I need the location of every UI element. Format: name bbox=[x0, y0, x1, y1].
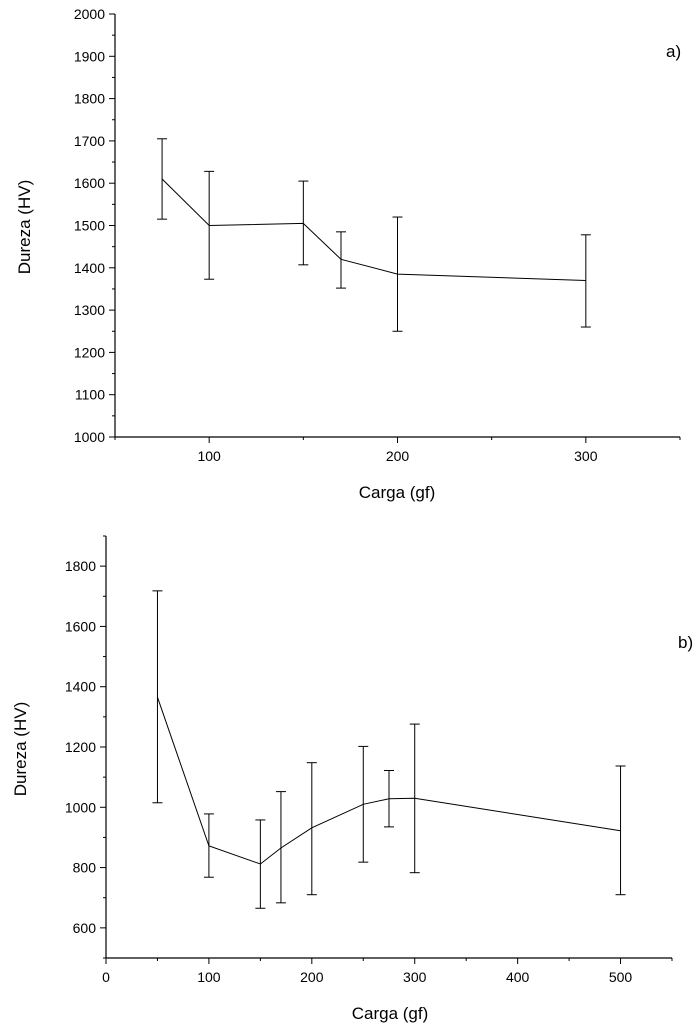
x-tick-label: 500 bbox=[609, 969, 633, 985]
y-tick-label: 1300 bbox=[74, 302, 105, 318]
x-tick-label: 0 bbox=[102, 969, 110, 985]
y-tick-label: 1400 bbox=[74, 260, 105, 276]
y-tick-label: 2000 bbox=[74, 6, 105, 22]
panel-label: b) bbox=[678, 633, 693, 652]
y-tick-label: 1000 bbox=[65, 799, 96, 815]
chart-panel-a: a) Dureza (HV) Carga (gf) 1000 1100 1200 13… bbox=[15, 6, 681, 502]
y-axis-title: Dureza (HV) bbox=[15, 180, 34, 274]
x-axis-title: Carga (gf) bbox=[359, 483, 436, 502]
chart-panel-b: b) Dureza (HV) Carga (gf) 60080010001200… bbox=[11, 535, 693, 1023]
x-tick-label: 300 bbox=[403, 969, 427, 985]
panel-label: a) bbox=[666, 42, 681, 61]
y-tick-label: 1700 bbox=[74, 133, 105, 149]
x-tick-label: 100 bbox=[197, 969, 221, 985]
y-tick-label: 1000 bbox=[74, 429, 105, 445]
y-tick-label: 1600 bbox=[65, 618, 96, 634]
y-tick-label: 1800 bbox=[65, 558, 96, 574]
x-tick-label: 200 bbox=[300, 969, 324, 985]
y-tick-label: 1600 bbox=[74, 175, 105, 191]
x-tick-label: 300 bbox=[574, 448, 598, 464]
y-tick-label: 1400 bbox=[65, 679, 96, 695]
y-tick-label: 800 bbox=[73, 860, 97, 876]
y-tick-label: 1800 bbox=[74, 91, 105, 107]
y-tick-label: 1900 bbox=[74, 48, 105, 64]
y-tick-label: 600 bbox=[73, 920, 97, 936]
y-tick-label: 1500 bbox=[74, 218, 105, 234]
y-tick-label: 1200 bbox=[65, 739, 96, 755]
x-tick-label: 400 bbox=[506, 969, 530, 985]
series-line bbox=[161, 178, 586, 281]
y-tick-label: 1200 bbox=[74, 344, 105, 360]
x-tick-label: 100 bbox=[197, 448, 221, 464]
y-tick-label: 1100 bbox=[75, 387, 105, 403]
x-tick-label: 200 bbox=[386, 448, 410, 464]
y-axis-title: Dureza (HV) bbox=[11, 702, 30, 796]
x-axis-title: Carga (gf) bbox=[352, 1004, 429, 1023]
series-line bbox=[157, 697, 621, 865]
